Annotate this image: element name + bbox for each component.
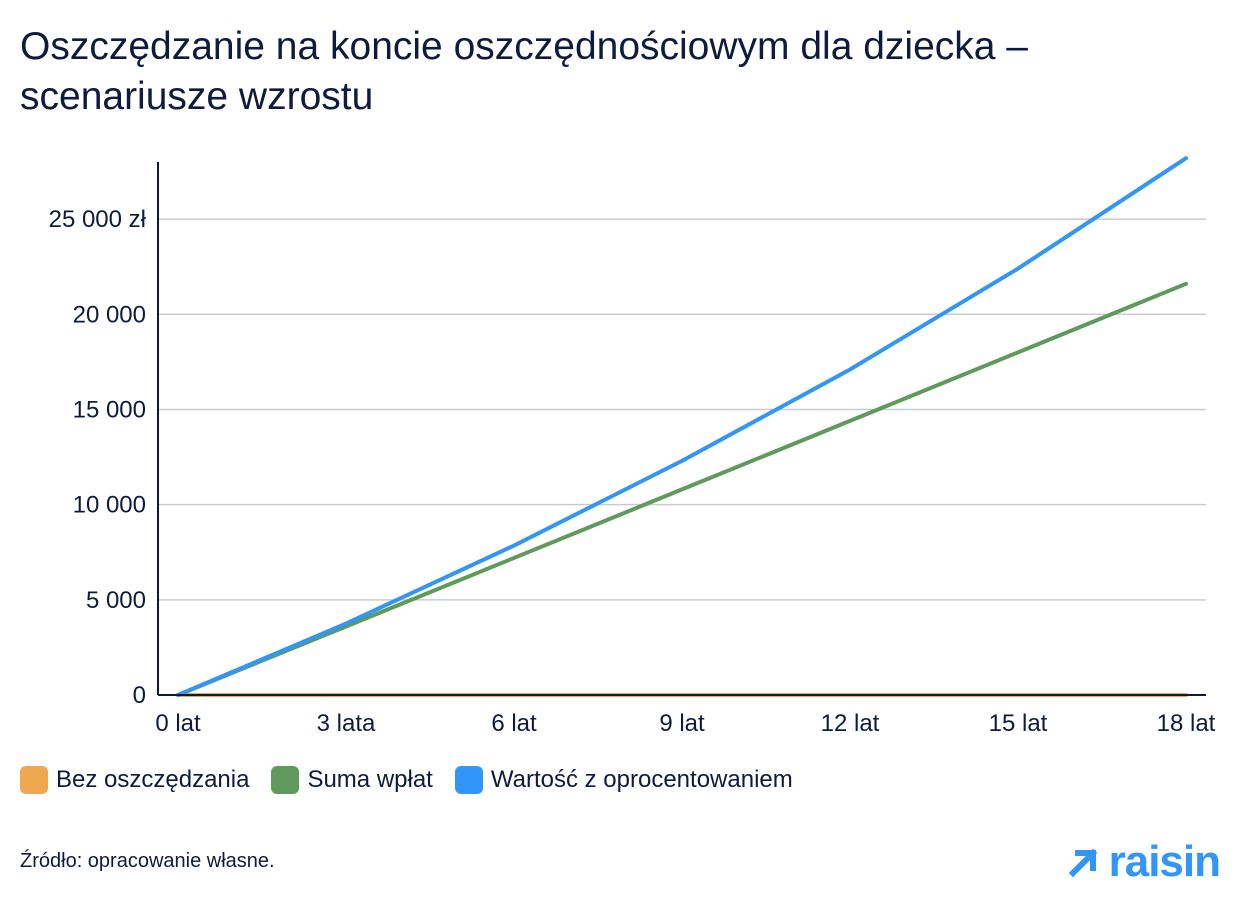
x-tick-label: 12 lat (821, 710, 880, 737)
source-note: Źródło: opracowanie własne. (20, 850, 275, 872)
raisin-logo: raisin (1067, 836, 1221, 888)
gridlines (158, 218, 1206, 601)
series-line-1 (176, 281, 1188, 697)
chart-title: Oszczędzanie na koncie oszczędnościowym … (20, 25, 1029, 118)
x-tick-label: 18 lat (1157, 710, 1216, 737)
y-tick-label: 25 000 zł (49, 206, 147, 233)
legend-swatch (271, 766, 300, 794)
legend-label: Suma wpłat (307, 766, 433, 793)
y-axis-ticks: 0 5 000 10 000 15 000 20 000 25 000 zł (49, 206, 147, 709)
y-tick-label: 10 000 (73, 492, 146, 519)
series-line-2 (176, 156, 1188, 697)
x-tick-label: 15 lat (989, 710, 1048, 737)
legend-item-suma-wplat: Suma wpłat (271, 766, 433, 794)
y-tick-label: 15 000 (73, 396, 146, 423)
legend-label: Bez oszczędzania (56, 766, 250, 793)
x-axis-ticks: 0 lat 3 lata 6 lat 9 lat 12 lat 15 lat 18 lat (155, 710, 1215, 737)
y-tick-label: 5 000 (86, 587, 146, 614)
legend-item-bez-oszczedzania: Bez oszczędzania (20, 766, 249, 794)
x-tick-label: 6 lat (491, 710, 537, 737)
brand-name: raisin (1108, 837, 1221, 886)
x-tick-label: 3 lata (317, 710, 376, 737)
x-tick-label: 9 lat (659, 710, 705, 737)
y-tick-label: 0 (133, 682, 146, 709)
legend: Bez oszczędzania Suma wpłat Wartość z op… (20, 766, 815, 794)
legend-swatch (454, 766, 483, 794)
line-chart: 0 5 000 10 000 15 000 20 000 25 000 zł 0 lat 3… (49, 156, 1216, 737)
legend-swatch (20, 766, 48, 794)
legend-item-wartosc: Wartość z oprocentowaniem (454, 766, 793, 794)
legend-label: Wartość z oprocentowaniem (490, 766, 793, 793)
x-tick-label: 0 lat (155, 710, 201, 737)
series-lines (176, 156, 1188, 697)
arrow-up-right-icon (1068, 848, 1097, 878)
y-tick-label: 20 000 (73, 301, 146, 328)
